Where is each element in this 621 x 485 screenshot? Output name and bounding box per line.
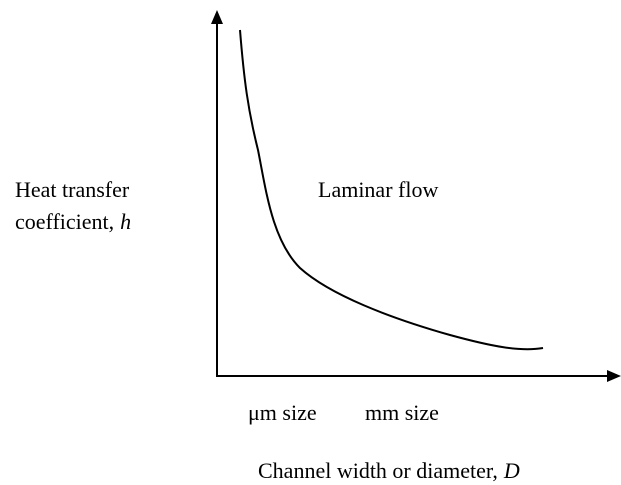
- y-axis-label-line2: coefficient, h: [15, 209, 131, 234]
- x-axis-symbol: D: [503, 458, 520, 483]
- y-axis-symbol: h: [120, 209, 131, 234]
- x-axis-arrow: [607, 370, 621, 382]
- x-axis-label: Channel width or diameter, D: [258, 458, 520, 483]
- curve: [239, 29, 544, 351]
- region-label: Laminar flow: [318, 177, 438, 202]
- x-category: mm size: [365, 400, 439, 425]
- x-category: μm size: [248, 400, 317, 425]
- x-axis-label-text: Channel width or diameter,: [258, 458, 498, 483]
- y-axis-label-line1: Heat transfer: [15, 177, 130, 202]
- y-axis-arrow: [211, 10, 223, 24]
- y-axis-label-text: coefficient,: [15, 209, 114, 234]
